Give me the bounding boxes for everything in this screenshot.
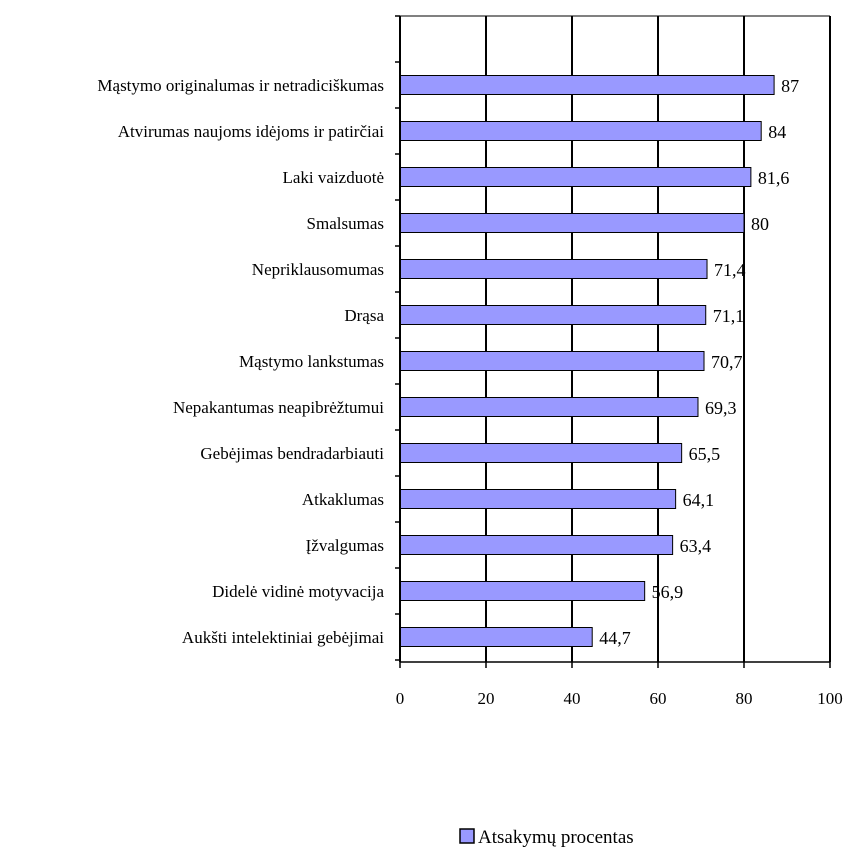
category-label: Drąsa xyxy=(344,306,384,325)
data-label: 80 xyxy=(751,214,769,234)
bar xyxy=(399,213,745,233)
category-label: Didelė vidinė motyvacija xyxy=(212,582,384,601)
data-label: 44,7 xyxy=(599,628,631,648)
data-label: 56,9 xyxy=(652,582,684,602)
data-label: 87 xyxy=(781,76,799,96)
category-label: Mąstymo lankstumas xyxy=(239,352,384,371)
x-tick-label: 100 xyxy=(817,689,843,708)
data-label: 64,1 xyxy=(683,490,715,510)
category-labels: Mąstymo originalumas ir netradiciškumas A… xyxy=(97,76,384,647)
data-label: 81,6 xyxy=(758,168,790,188)
x-tick-label: 60 xyxy=(650,689,667,708)
data-labels: 87 84 81,6 80 71,4 71,1 70,7 69,3 65,5 64,1 63,4 56… xyxy=(599,76,799,648)
bar xyxy=(399,305,707,325)
category-label: Atvirumas naujoms idėjoms ir patirčiai xyxy=(118,122,385,141)
x-tick-labels: 0 20 40 60 80 100 xyxy=(396,689,843,708)
data-label: 70,7 xyxy=(711,352,743,372)
category-label: Gebėjimas bendradarbiauti xyxy=(200,444,384,463)
bar xyxy=(399,121,762,141)
x-tick-label: 20 xyxy=(478,689,495,708)
category-label: Mąstymo originalumas ir netradiciškumas xyxy=(97,76,384,95)
bar xyxy=(399,259,708,279)
bar xyxy=(399,489,677,509)
legend-label: Atsakymų procentas xyxy=(478,827,634,848)
category-label: Aukšti intelektiniai gebėjimai xyxy=(182,628,384,647)
x-tick-label: 40 xyxy=(564,689,581,708)
bar xyxy=(399,75,775,95)
x-tick-label: 0 xyxy=(396,689,405,708)
data-label: 84 xyxy=(768,122,786,142)
category-label: Laki vaizduotė xyxy=(283,168,385,187)
data-label: 65,5 xyxy=(689,444,721,464)
data-label: 69,3 xyxy=(705,398,737,418)
data-label: 71,4 xyxy=(714,260,746,280)
category-label: Nepriklausomumas xyxy=(252,260,384,279)
data-label: 63,4 xyxy=(680,536,712,556)
category-label: Nepakantumas neapibrėžtumui xyxy=(173,398,384,417)
x-tick-label: 80 xyxy=(736,689,753,708)
category-label: Atkaklumas xyxy=(302,490,384,509)
bar xyxy=(399,443,683,463)
data-label: 71,1 xyxy=(713,306,745,326)
bar xyxy=(399,397,699,417)
category-label: Įžvalgumas xyxy=(306,536,384,555)
axes xyxy=(395,15,831,668)
bar xyxy=(399,535,674,555)
category-label: Smalsumas xyxy=(307,214,384,233)
legend: Atsakymų procentas xyxy=(459,827,634,848)
gridlines xyxy=(400,15,831,662)
bar xyxy=(399,351,705,371)
bar xyxy=(399,167,752,187)
bar xyxy=(399,581,646,601)
bar xyxy=(399,627,593,647)
legend-swatch xyxy=(459,828,475,844)
